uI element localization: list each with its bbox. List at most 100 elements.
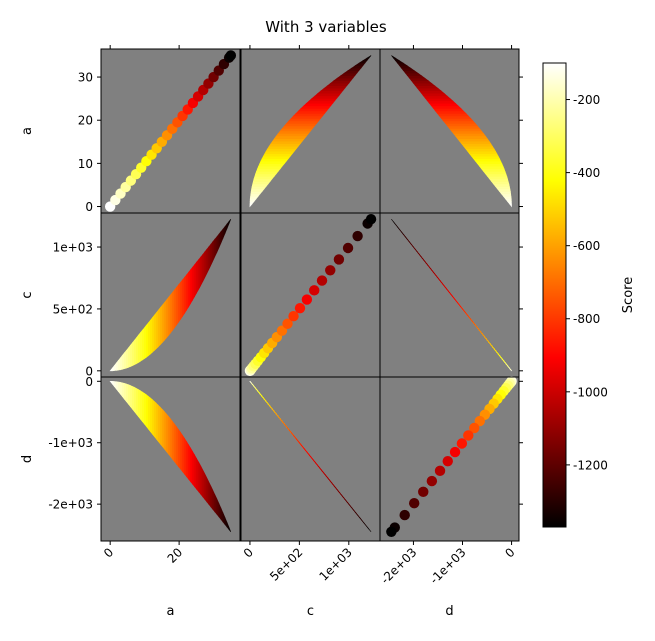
region-strip (258, 163, 285, 167)
scatter-point (282, 318, 293, 329)
region-strip (320, 87, 346, 91)
x-axis-label: d (445, 604, 453, 619)
region-strip (460, 143, 493, 147)
region-strip (160, 304, 163, 346)
scatter-point (309, 285, 320, 296)
scatter-point (352, 230, 363, 242)
scatter-point (474, 415, 485, 427)
region-strip (391, 55, 397, 59)
scatter-point (333, 254, 345, 265)
region-strip (123, 349, 127, 370)
region-strip (252, 178, 273, 182)
region-strip (462, 145, 495, 149)
colorbar-tick-label: -200 (573, 93, 600, 107)
panel-a-vs-a (100, 48, 241, 214)
region-strip (123, 382, 127, 403)
panel-a-vs-d (379, 48, 520, 214)
region-strip (253, 176, 275, 180)
colorbar-ticks: -200 -400 -600 -800 -1000 -1200 (566, 93, 608, 472)
colorbar-label: Score (621, 277, 636, 313)
scatter-point (294, 302, 306, 314)
x-tick-label: 5e+02 (267, 545, 305, 583)
scatter-point (276, 325, 288, 336)
region-strip (273, 135, 308, 139)
chart-title: With 3 variables (265, 18, 387, 36)
x-tick-label: 0 (502, 545, 517, 560)
region-strip (303, 103, 334, 107)
region-strip (436, 113, 470, 117)
panel-d-vs-c (240, 376, 381, 542)
region-strip (196, 258, 199, 295)
panel-background (380, 213, 519, 377)
region-strip (474, 160, 503, 164)
scatter-point (342, 242, 354, 254)
region-strip (323, 85, 348, 89)
scatter-point (449, 446, 461, 458)
region-strip (366, 55, 372, 59)
region-strip (442, 120, 476, 124)
region-strip (444, 123, 479, 127)
region-strip (500, 193, 512, 197)
region-strip (288, 118, 322, 122)
region-strip (472, 158, 502, 162)
region-strip (490, 181, 510, 185)
y-tick-label: 1e+03 (53, 241, 93, 255)
colorbar: -200 -400 -600 -800 -1000 -1200 Score (542, 62, 636, 528)
colorbar-gradient (542, 62, 567, 528)
region-strip (418, 90, 445, 94)
region-strip (426, 100, 457, 104)
region-strip (264, 150, 296, 154)
region-strip (305, 100, 336, 104)
panel-frame (100, 376, 241, 542)
region-strip (277, 130, 312, 134)
panel-d-vs-d (379, 376, 520, 542)
region-strip (178, 281, 181, 324)
colorbar-tick-label: -1200 (573, 458, 608, 472)
panel-a-vs-c (240, 48, 381, 214)
scatter-point (442, 455, 453, 467)
region-strip (428, 103, 459, 107)
region-strip (476, 163, 504, 167)
x-tick-label: -1e+03 (427, 545, 468, 586)
scatter-point (418, 486, 429, 498)
panel-background (241, 377, 380, 541)
region-strip (480, 168, 506, 172)
region-strip (250, 188, 265, 192)
colorbar-tick-label: -800 (573, 312, 600, 326)
y-tick-label: 10 (78, 157, 93, 171)
region-strip (408, 77, 430, 81)
region-strip (251, 183, 269, 187)
x-tick-label: 0 (101, 545, 116, 560)
y-tick-label: 0 (85, 364, 93, 378)
region-strip (283, 123, 318, 127)
region-strip (300, 105, 332, 109)
region-strip (311, 95, 340, 99)
region-strip (317, 90, 344, 94)
x-tick-label: 0 (241, 545, 256, 560)
x-axis-label: c (307, 604, 314, 619)
region-strip (250, 191, 263, 195)
region-strip (484, 173, 508, 177)
region-strip (466, 150, 498, 154)
x-axis-label: a (167, 604, 175, 619)
region-strip (268, 143, 302, 147)
scatter-point (288, 311, 299, 322)
region-strip (275, 133, 310, 137)
region-strip (281, 125, 316, 129)
region-strip (265, 148, 298, 152)
y-axis-label: c (20, 291, 35, 298)
region-strip (412, 82, 436, 86)
region-strip (454, 135, 488, 139)
region-strip (494, 186, 511, 190)
y-tick-label: 5e+02 (53, 302, 93, 316)
scatter-point (386, 526, 397, 537)
scatter-point (365, 213, 377, 225)
scatter-point (463, 430, 474, 441)
region-strip (272, 138, 306, 142)
scatter-point (399, 509, 410, 521)
region-strip (178, 428, 181, 470)
region-strip (430, 105, 462, 109)
region-strip (492, 183, 510, 187)
scatter-point (456, 438, 468, 449)
